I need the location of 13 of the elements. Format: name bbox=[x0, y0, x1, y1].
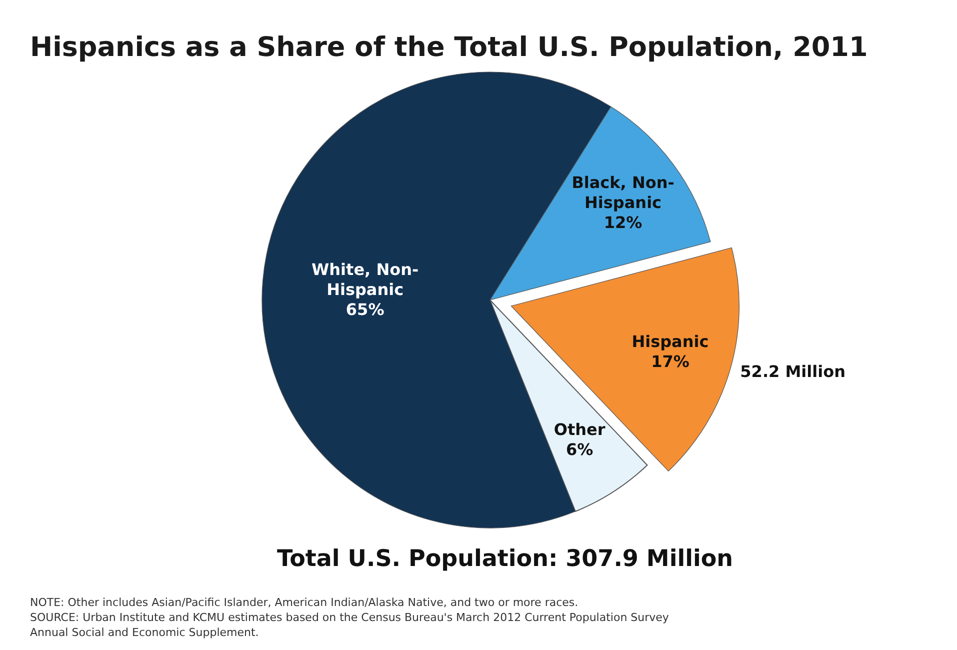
slice-label: Other bbox=[554, 420, 606, 439]
slice-label: White, Non-Hispanic bbox=[312, 260, 419, 300]
data-label: 6% bbox=[566, 440, 594, 459]
data-label: 65% bbox=[346, 300, 384, 320]
source-note: SOURCE: Urban Institute and KCMU estimates based on the Census Bureau's March 2012 Current Population Survey Annual Social and Economic Supplement. bbox=[30, 611, 670, 639]
data-label: 17% bbox=[651, 352, 690, 371]
text: 52.2 Million bbox=[740, 362, 846, 381]
data-label: 12% bbox=[604, 212, 642, 232]
slice-label: Black, Non-Hispanic bbox=[572, 172, 674, 212]
text: NOTE: Other includes Asian/Pacific Islander, American Indian/Alaska Native, and two or more races. bbox=[30, 596, 578, 609]
text: Total U.S. Population: 307.9 Million bbox=[276, 546, 734, 572]
slice-label: Hispanic bbox=[632, 332, 709, 351]
chart-title: Hispanics as a Share of the Total U.S. Population, 2011 bbox=[30, 32, 868, 63]
